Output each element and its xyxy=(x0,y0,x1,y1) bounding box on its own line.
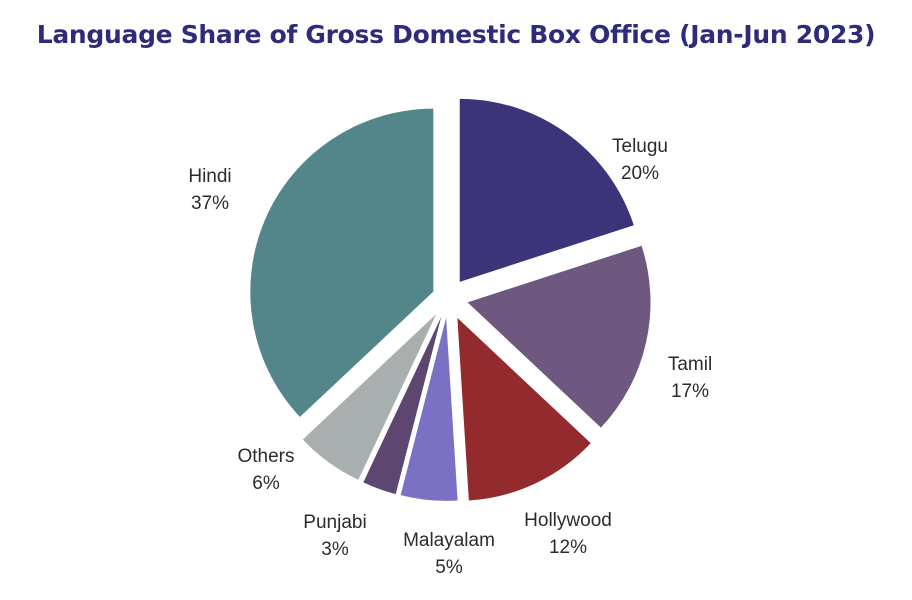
slice-label-hollywood: Hollywood 12% xyxy=(524,510,612,558)
slice-percent: 12% xyxy=(549,537,587,558)
slice-name: Hollywood xyxy=(524,510,612,531)
slice-label-others: Others 6% xyxy=(237,446,294,494)
slice-percent: 6% xyxy=(252,473,280,494)
slice-percent: 17% xyxy=(671,381,709,402)
pie-slice-hindi xyxy=(250,108,434,417)
slice-label-tamil: Tamil 17% xyxy=(668,354,712,402)
slice-name: Others xyxy=(237,446,294,467)
slice-name: Hindi xyxy=(188,166,231,187)
pie-slice-malayalam xyxy=(400,317,458,501)
pie-labels: Telugu 20% Tamil 17% Hollywood 12% Malayalam 5%… xyxy=(188,136,712,578)
pie-slice-others xyxy=(302,314,437,480)
slice-name: Telugu xyxy=(612,136,668,157)
slice-percent: 3% xyxy=(321,539,349,560)
slice-name: Malayalam xyxy=(403,530,495,551)
slice-label-hindi: Hindi 37% xyxy=(188,166,231,214)
slice-percent: 5% xyxy=(435,557,463,578)
chart-title: Language Share of Gross Domestic Box Off… xyxy=(36,20,876,49)
slice-label-punjabi: Punjabi 3% xyxy=(303,512,366,560)
slice-label-telugu: Telugu 20% xyxy=(612,136,668,184)
pie-slice-hollywood xyxy=(457,317,591,501)
pie-slice-punjabi xyxy=(363,316,442,495)
slice-label-malayalam: Malayalam 5% xyxy=(403,530,495,578)
pie-slices xyxy=(250,98,651,501)
slice-name: Punjabi xyxy=(303,512,366,533)
slice-percent: 20% xyxy=(621,163,659,184)
pie-slice-tamil xyxy=(467,245,651,428)
slice-name: Tamil xyxy=(668,354,712,375)
pie-slice-telugu xyxy=(459,98,634,282)
slice-percent: 37% xyxy=(191,193,229,214)
